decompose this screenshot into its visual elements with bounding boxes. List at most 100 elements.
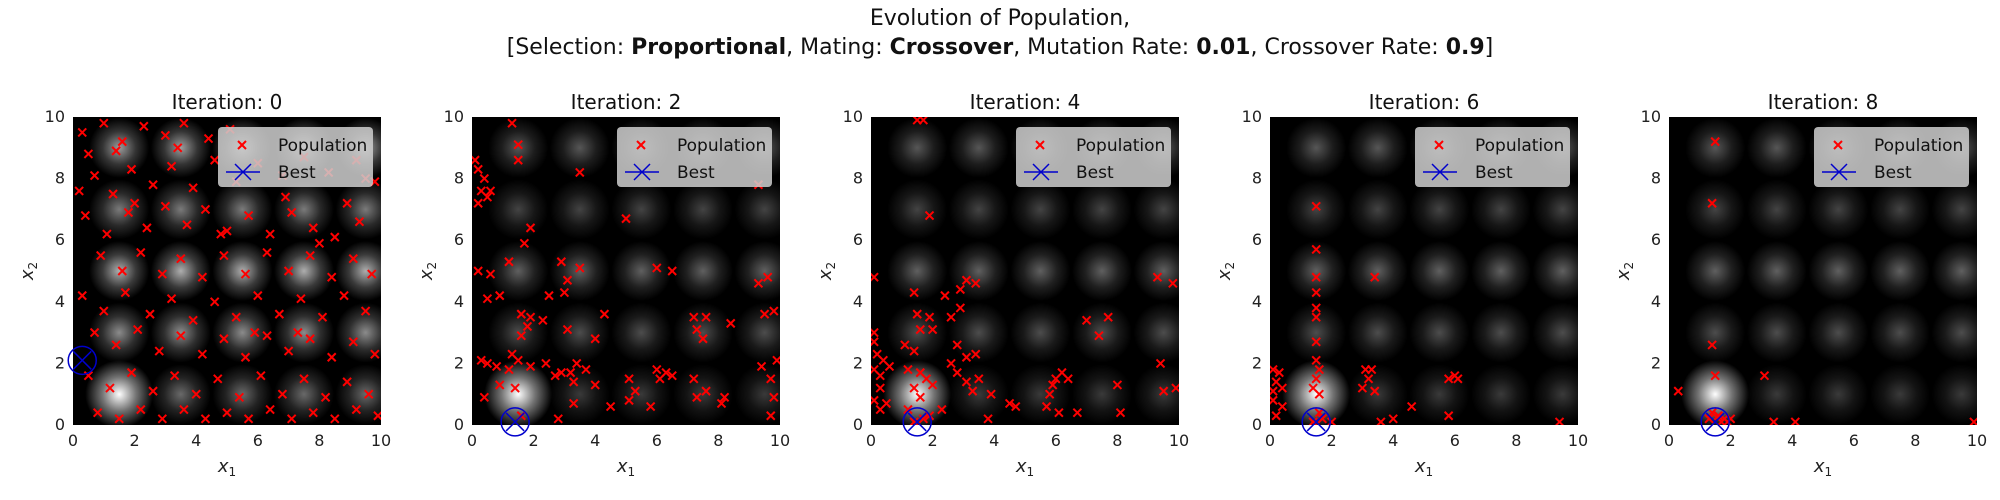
y-tick-label: 10 [45,107,65,126]
population-marker-stroke-b [117,136,127,147]
population-marker [871,272,879,282]
landscape-peak [1532,364,1578,425]
y-tick-label: 0 [853,415,863,434]
population-marker-stroke-b [203,133,214,144]
population-marker [213,374,223,384]
population-marker [1326,417,1337,425]
title-prefix: [Selection: [506,35,632,60]
landscape-peak [1746,117,1807,178]
best-marker [1301,407,1331,437]
population-marker [89,327,100,338]
population-marker-stroke-b [871,327,879,338]
population-marker-stroke-b [243,414,254,424]
population-marker [1314,389,1324,399]
population-marker-stroke-b [1388,414,1398,424]
population-marker-stroke-b [513,155,523,165]
population-marker [74,186,84,196]
population-marker-stroke-b [1277,383,1288,393]
population-marker-stroke-b [872,349,882,359]
population-marker [348,337,358,347]
x-tick-label: 10 [1169,431,1189,450]
population-marker-stroke-b [123,207,134,218]
legend: Population Best [1415,127,1570,187]
x-tick-label: 4 [1787,431,1797,450]
population-marker [541,358,551,369]
population-marker [599,309,610,319]
population-marker [157,269,168,279]
population-marker-stroke-b [556,257,567,267]
population-marker [179,118,189,128]
legend-best-marker [1431,163,1449,181]
population-marker-stroke-b [219,334,229,344]
legend-population-label: Population [1874,136,1963,156]
population-marker-stroke-b [157,269,168,279]
landscape-peak [1471,302,1531,363]
x-tick-label: 8 [1910,431,1920,450]
population-marker [231,312,241,322]
population-marker-stroke-b [692,392,702,402]
best-marker [67,345,97,376]
population-marker [77,127,87,138]
landscape-peak [611,302,672,363]
population-marker-stroke-b [541,358,551,369]
population-marker [952,367,962,378]
x-tick-label: 0 [467,431,477,450]
population-marker [473,164,483,175]
population-marker [1311,287,1321,298]
population-marker [909,383,919,393]
population-marker-stroke-b [473,164,483,175]
population-marker [166,161,177,171]
landscape-peak [1685,302,1746,363]
population-marker-stroke-b [243,210,254,221]
population-marker [513,155,523,165]
population-marker [769,306,779,316]
population-marker-stroke-b [1103,312,1113,322]
population-marker [912,309,922,319]
landscape-peak [1347,179,1408,240]
population-marker-stroke-b [482,358,493,369]
population-marker-stroke-b [568,398,579,409]
population-marker-stroke-b [491,361,502,372]
landscape-peak [1133,179,1179,240]
population-marker-stroke-b [1710,136,1720,147]
landscape-peak [1286,179,1347,240]
population-marker [971,349,981,359]
population-marker [1152,272,1163,282]
landscape-peak [89,241,150,301]
population-marker [342,198,352,208]
population-marker [1370,386,1380,396]
landscape-peak [150,179,211,240]
population-marker-stroke-b [209,155,220,165]
population-marker-stroke-b [126,367,137,378]
population-marker [937,404,947,415]
x-axis-label: x1 [616,456,635,479]
landscape-peak [1808,364,1869,425]
population-marker [1707,340,1717,350]
population-marker [179,404,189,415]
x-axis-label: x1 [1015,456,1034,479]
x-tick-label: 6 [253,431,263,450]
population-marker [766,411,776,421]
population-marker-stroke-b [667,371,677,381]
population-marker-stroke-b [924,312,935,322]
population-marker [176,330,186,341]
population-marker-stroke-b [482,294,493,304]
population-marker-stroke-b [912,309,922,319]
population-marker [188,183,198,193]
y-tick-label: 4 [55,292,65,311]
population-marker [250,327,260,338]
population-marker-stroke-b [918,117,928,125]
y-tick-label: 2 [1651,353,1661,372]
y-tick-label: 6 [454,230,464,249]
population-marker-stroke-b [1327,417,1337,425]
landscape-peak [1870,302,1930,363]
landscape-peak [1282,360,1351,425]
population-marker-stroke-b [952,367,962,378]
population-marker-stroke-b [871,337,879,347]
population-marker [544,290,554,301]
population-marker [1094,330,1104,341]
population-marker-stroke-b [139,121,149,131]
population-marker-stroke-b [1044,389,1055,399]
population-marker-stroke-b [1366,364,1377,375]
y-tick-label: 10 [1242,107,1262,126]
